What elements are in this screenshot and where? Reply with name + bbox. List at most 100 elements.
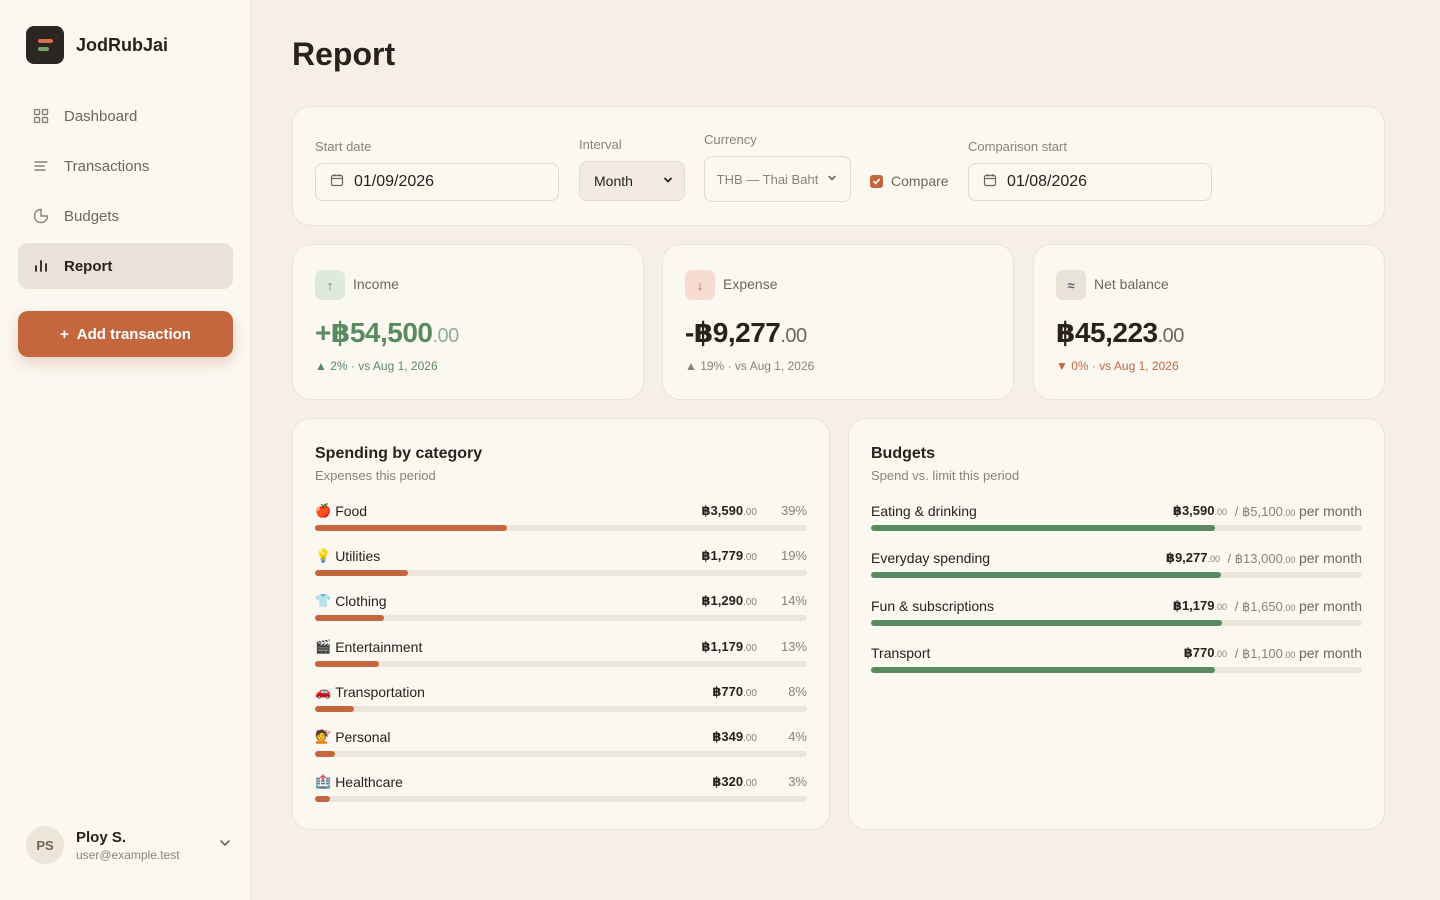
budget-row[interactable]: Transport / ฿1,100.00 per month ฿770.00 [871, 645, 1362, 675]
brand[interactable]: JodRubJai [26, 26, 168, 64]
comparison-date-input[interactable]: 01/08/2026 [968, 163, 1212, 201]
amount-value: ฿1,179 [701, 638, 744, 654]
category-percent: 3% [788, 774, 807, 790]
sidebar-item-transactions[interactable]: Transactions [18, 143, 233, 189]
spending-row[interactable]: 🏥 Healthcare ฿320.00 3% [315, 774, 807, 804]
sidebar-item-label: Dashboard [64, 107, 138, 125]
interval-select[interactable]: Month [579, 161, 685, 201]
category-percent: 19% [780, 548, 807, 564]
app-logo-icon [26, 26, 64, 64]
category-emoji: 🏥 [315, 774, 332, 790]
budget-amount: ฿3,590.00 [1173, 503, 1227, 519]
net-balance-card: ≈ Net balance ฿45,223.00 ▼ 0% · vs Aug 1… [1033, 244, 1385, 400]
amount-value: ฿1,179 [1172, 597, 1215, 613]
user-menu[interactable]: PS Ploy S. user@example.test [26, 826, 232, 864]
progress-track [315, 796, 807, 803]
expense-delta: ▲ 19% · vs Aug 1, 2026 [685, 359, 815, 373]
comparison-start-label: Comparison start [968, 139, 1067, 154]
start-date-input[interactable]: 01/09/2026 [315, 163, 559, 201]
amount-cents: .00 [1214, 507, 1227, 517]
budget-row[interactable]: Everyday spending / ฿13,000.00 per month ฿… [871, 550, 1362, 580]
limit-period: per month [1298, 597, 1362, 614]
progress-fill [315, 570, 409, 577]
net-balance-value: ฿45,223.00 [1056, 317, 1184, 348]
sidebar-item-dashboard[interactable]: Dashboard [18, 93, 233, 139]
chevron-down-icon[interactable] [218, 836, 232, 855]
progress-track [315, 570, 807, 577]
limit-cents: .00 [1282, 649, 1296, 660]
budget-limit: / ฿1,650.00 per month [1235, 598, 1362, 615]
amount-cents: .00 [743, 642, 757, 654]
list-icon [32, 157, 50, 175]
income-card: ↑ Income +฿54,500.00 ▲ 2% · vs Aug 1, 20… [292, 244, 644, 400]
compare-label: Compare [891, 173, 949, 189]
category-label: Clothing [335, 593, 387, 610]
app-name: JodRubJai [76, 34, 169, 55]
row-header: 🚗 Transportation ฿770.00 8% [315, 684, 807, 704]
progress-track [315, 660, 807, 667]
panel-title: Budgets [871, 445, 935, 462]
currency-select[interactable]: THB — Thai Baht [704, 156, 851, 202]
spending-row[interactable]: 🚗 Transportation ฿770.00 8% [315, 684, 807, 714]
progress-fill [315, 615, 384, 622]
add-transaction-button[interactable]: + Add transaction [18, 311, 233, 357]
budget-amount: ฿9,277.00 [1166, 550, 1220, 566]
compare-toggle[interactable]: Compare [870, 173, 949, 189]
budget-row[interactable]: Eating & drinking / ฿5,100.00 per month ฿3… [871, 503, 1362, 533]
sidebar-nav: Dashboard Transactions Budgets Report [18, 93, 233, 293]
spending-row[interactable]: 💇 Personal ฿349.00 4% [315, 729, 807, 759]
category-amount: ฿1,179.00 [702, 639, 757, 655]
limit-cents: .00 [1282, 602, 1296, 613]
chevron-down-icon [662, 173, 674, 189]
chevron-down-icon [826, 172, 838, 187]
category-percent: 39% [780, 503, 807, 518]
row-header: 💇 Personal ฿349.00 4% [315, 729, 807, 749]
category-amount: ฿770.00 [712, 684, 757, 700]
progress-fill [315, 796, 330, 803]
budget-name: Fun & subscriptions [871, 597, 994, 614]
category-amount: ฿1,290.00 [702, 593, 757, 609]
filters-card: Start date 01/09/2026 Interval Month Cur… [292, 106, 1385, 226]
arrow-up-icon: ↑ [315, 270, 345, 300]
budget-amount: ฿770.00 [1184, 645, 1227, 661]
progress-track [315, 705, 807, 712]
limit-cents: .00 [1282, 508, 1296, 518]
income-label: Income [353, 276, 399, 292]
budgets-panel: Budgets Spend vs. limit this period Eati… [848, 418, 1385, 830]
budget-row[interactable]: Fun & subscriptions / ฿1,650.00 per month… [871, 598, 1362, 628]
progress-fill [315, 705, 355, 712]
amount-value: ฿770 [1183, 644, 1215, 660]
currency-label: Currency [704, 132, 757, 147]
sidebar-item-budgets[interactable]: Budgets [18, 193, 233, 239]
spending-row[interactable]: 👕 Clothing ฿1,290.00 14% [315, 593, 807, 623]
sidebar-item-label: Transactions [64, 157, 150, 175]
amount-value: ฿3,590 [1172, 503, 1215, 518]
progress-fill [871, 666, 1215, 673]
category-percent: 14% [780, 593, 807, 609]
sidebar-item-report[interactable]: Report [18, 243, 233, 289]
amount-value: ฿3,590 [701, 503, 744, 518]
amount-cents: .00 [743, 507, 757, 518]
limit-cents: .00 [1282, 555, 1296, 566]
category-label: Personal [335, 729, 391, 745]
progress-track [315, 615, 807, 622]
budget-limit: / ฿5,100.00 per month [1235, 503, 1362, 520]
category-emoji: 🎬 [315, 638, 332, 654]
limit-value: / ฿13,000 [1227, 551, 1283, 567]
income-value: +฿54,500.00 [315, 317, 459, 348]
spending-row[interactable]: 🍎 Food ฿3,590.00 39% [315, 503, 807, 533]
calendar-icon [330, 173, 344, 192]
category-label: Utilities [335, 548, 381, 565]
spending-row[interactable]: 💡 Utilities ฿1,779.00 19% [315, 548, 807, 578]
spending-row[interactable]: 🎬 Entertainment ฿1,179.00 13% [315, 639, 807, 669]
compare-checkbox[interactable] [870, 174, 883, 188]
row-header: Transport / ฿1,100.00 per month ฿770.00 [871, 645, 1362, 665]
panel-title: Spending by category [315, 445, 483, 462]
interval-label: Interval [579, 137, 622, 152]
category-emoji: 💡 [315, 548, 332, 564]
start-date-label: Start date [315, 139, 372, 154]
amount-cents: .00 [1207, 554, 1220, 565]
budget-name: Transport [871, 644, 931, 661]
category-label: Entertainment [335, 638, 423, 655]
budget-name: Eating & drinking [871, 503, 977, 519]
